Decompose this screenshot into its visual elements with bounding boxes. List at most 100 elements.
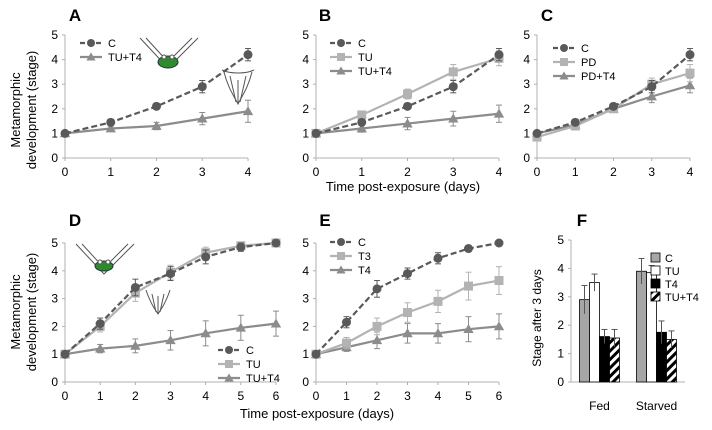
legend-item-e-0: C [330,237,366,249]
legend-item-c-0: C [553,43,589,55]
y-tick-label-c-3: 3 [523,77,530,91]
data-point-a-1-3 [197,113,208,123]
x-tick-label-e-4: 4 [435,389,442,403]
series-e-c [311,238,504,359]
y-tick-label-e-0: 0 [302,375,309,389]
x-tick-label-b-2: 2 [404,165,411,179]
data-point-d-2-1 [94,343,106,353]
data-point-b-0-4 [494,50,504,60]
legend-item-d-2: TU+T4 [218,373,280,385]
legend-marker-b-0 [337,39,345,47]
x-tick-label-c-4: 4 [687,165,694,179]
x-tick-label-e-2: 2 [374,389,381,403]
row1-ylabel-line1: Metamorphic [8,72,23,148]
data-point-e-2-2 [371,335,383,345]
x-tick-label-b-3: 3 [450,165,457,179]
data-point-b-0-0 [311,128,321,138]
data-point-a-0-2 [152,101,161,111]
legend-label-f-3: TU+T4 [665,292,699,304]
panel-label-c: C [541,6,553,25]
data-point-a-1-1 [105,123,116,133]
x-tick-label-e-5: 5 [465,389,472,403]
legend-item-b-2: TU+T4 [330,66,392,78]
y-tick-label-f-1: 1 [557,347,564,361]
data-point-a-1-2 [151,120,162,130]
data-point-d-2-6 [270,318,282,328]
y-tick-label-e-4: 4 [302,264,309,278]
legend-item-a-0: C [80,38,116,50]
data-point-e-0-3 [403,269,412,279]
series-a-c [60,48,253,138]
data-point-b-1-1 [357,110,367,120]
data-point-e-1-5 [464,281,473,291]
legend-label-f-2: T4 [665,279,678,291]
data-point-c-0-1 [570,117,580,127]
data-point-e-1-1 [342,338,351,348]
row2-ylabel-line2: development (stage) [24,253,39,372]
legend-marker-e-2 [336,265,346,274]
panel-b: B 0 1 2 3 4 5 0 1 2 3 4 C TU TU+T4 [302,6,505,179]
y-tick-label-c-4: 4 [523,53,530,67]
data-point-a-0-4 [243,50,253,60]
series-line-c-0 [536,53,691,135]
y-tick-label-a-1: 1 [51,126,58,140]
x-tick-label-b-4: 4 [496,165,503,179]
data-point-e-1-4 [433,296,443,306]
legend-label-d-1: TU [246,359,261,371]
x-tick-label-c-2: 2 [610,165,617,179]
y-tick-label-b-4: 4 [302,53,309,67]
data-point-d-0-3 [166,269,175,279]
y-tick-label-f-2: 2 [557,318,564,332]
panel-label-f: F [577,211,587,230]
x-tick-label-c-0: 0 [534,165,541,179]
panel-d: D 0 1 2 3 4 5 0 1 2 3 4 5 6 C TU TU+T4 [51,211,282,403]
y-tick-label-c-0: 0 [523,151,530,165]
data-point-e-0-5 [464,244,473,254]
legend-marker-b-2 [336,66,346,75]
x-tick-label-e-0: 0 [313,389,320,403]
panel-a: A 0 1 2 3 4 5 0 1 2 3 4 C TU+T4 [51,6,254,179]
y-tick-label-e-5: 5 [302,236,309,250]
y-tick-label-b-1: 1 [302,126,309,140]
x-tick-label-d-1: 1 [97,389,104,403]
row2-xlabel: Time post-exposure (days) [240,406,394,421]
legend-marker-e-1 [337,252,345,260]
x-tick-label-c-3: 3 [648,165,655,179]
legend-item-f-3: TU+T4 [650,291,699,304]
x-tick-label-b-1: 1 [358,165,365,179]
data-point-d-0-0 [60,349,70,359]
tadpole-illustration-a [139,37,255,106]
y-tick-label-f-4: 4 [557,261,564,275]
legend-label-a-0: C [108,38,116,50]
legend-item-f-1: TU [650,265,680,278]
panel-label-a: A [69,6,81,25]
y-tick-label-d-0: 0 [51,375,58,389]
data-point-a-1-4 [242,106,254,116]
legend-label-e-2: T4 [358,265,371,277]
y-tick-label-a-0: 0 [51,151,58,165]
legend-label-b-1: TU [358,52,373,64]
x-tick-label-d-6: 6 [273,389,280,403]
y-tick-label-b-0: 0 [302,151,309,165]
x-tick-label-e-1: 1 [343,389,350,403]
series-b-c [311,48,504,138]
row1-ylabel-line2: development (stage) [24,51,39,170]
data-point-e-2-3 [402,328,413,338]
data-point-e-0-0 [311,349,321,359]
y-tick-label-e-1: 1 [302,347,309,361]
x-tick-label-e-3: 3 [404,389,411,403]
y-tick-label-f-3: 3 [557,290,564,304]
legend-marker-b-1 [337,53,345,61]
series-e-t3 [311,266,504,359]
x-tick-label-d-5: 5 [237,389,244,403]
legend-label-d-0: C [246,345,254,357]
legend-item-f-0: C [650,252,673,265]
legend-item-d-1: TU [218,359,261,371]
data-point-b-2-2 [402,118,413,128]
panel-label-e: E [319,211,330,230]
x-tick-label-b-0: 0 [313,165,320,179]
legend-marker-e-0 [337,238,345,246]
data-point-c-0-0 [532,128,542,138]
